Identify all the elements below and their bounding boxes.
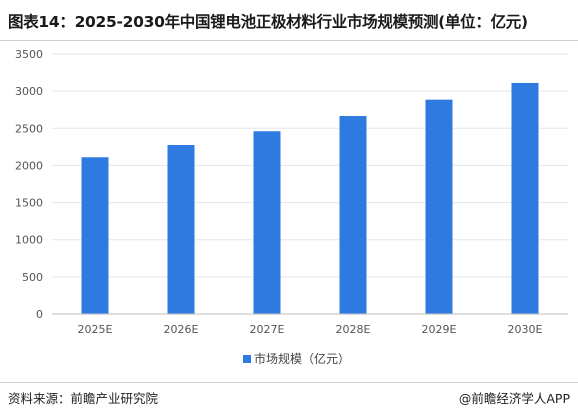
y-tick-label: 3500 — [15, 48, 43, 61]
y-tick-label: 1000 — [15, 234, 43, 247]
bar-2029E — [425, 99, 453, 314]
x-tick-label: 2027E — [250, 323, 285, 336]
y-tick-label: 0 — [36, 308, 43, 321]
source-note: 资料来源：前瞻产业研究院 — [8, 391, 159, 406]
bar-2026E — [167, 145, 195, 314]
x-tick-label: 2029E — [422, 323, 457, 336]
bar-2028E — [339, 116, 367, 315]
y-tick-label: 2000 — [15, 159, 43, 172]
footer-divider — [0, 382, 578, 383]
brand-credit: @前瞻经济学人APP — [458, 391, 570, 406]
chart-title: 图表14：2025-2030年中国锂电池正极材料行业市场规模预测(单位：亿元) — [8, 13, 528, 31]
legend: 市场规模（亿元） — [243, 350, 350, 367]
y-tick-label: 500 — [22, 271, 43, 284]
grid-lines — [52, 53, 568, 278]
legend-swatch — [243, 354, 251, 363]
legend-label: 市场规模（亿元） — [254, 352, 351, 366]
x-axis-ticks: 2025E 2026E 2027E 2028E 2029E 2030E — [78, 323, 543, 336]
x-tick-label: 2025E — [78, 323, 113, 336]
bar-2030E — [511, 82, 539, 314]
title-divider — [0, 40, 578, 41]
y-axis-ticks: 0 500 1000 1500 2000 2500 3000 3500 — [15, 48, 43, 321]
y-tick-label: 1500 — [15, 197, 43, 210]
x-tick-label: 2026E — [164, 323, 199, 336]
y-tick-label: 2500 — [15, 122, 43, 135]
y-tick-label: 3000 — [15, 85, 43, 98]
bar-2027E — [253, 131, 281, 314]
bars — [81, 82, 539, 315]
bar-2025E — [81, 157, 109, 314]
x-tick-label: 2030E — [508, 323, 543, 336]
x-tick-label: 2028E — [336, 323, 371, 336]
